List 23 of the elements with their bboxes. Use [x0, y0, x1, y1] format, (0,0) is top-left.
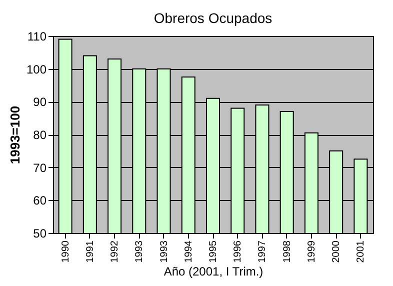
- x-tick-label: 1998: [282, 240, 293, 263]
- x-tick-label: 1991: [84, 240, 96, 263]
- y-axis-title: 1993=100: [7, 106, 22, 164]
- y-tick-label: 90: [33, 95, 47, 110]
- chart-title: Obreros Ocupados: [154, 10, 272, 26]
- x-tick-label: 1992: [110, 240, 121, 263]
- x-axis-title: Año (2001, I Trim.): [164, 264, 264, 279]
- x-tick-label: 1993: [134, 240, 146, 263]
- y-tick-label: 60: [33, 194, 47, 208]
- x-tick-label: 1999: [306, 240, 318, 263]
- y-tick-label: 110: [27, 30, 47, 44]
- x-tick-label: 1990: [60, 240, 72, 263]
- y-tick-label: 100: [26, 62, 47, 76]
- x-tick-label: 1993: [158, 240, 170, 263]
- x-tick-label: 1997: [257, 240, 268, 263]
- y-tick-label: 70: [33, 160, 47, 175]
- x-tick-label: 1994: [183, 240, 194, 263]
- x-tick-label: 2001: [356, 240, 367, 263]
- x-tick-label: 1996: [232, 240, 244, 263]
- y-tick-label: 80: [33, 128, 47, 142]
- y-tick-label: 50: [33, 226, 47, 240]
- x-tick-label: 1995: [208, 240, 219, 263]
- x-tick-label: 2000: [331, 240, 342, 263]
